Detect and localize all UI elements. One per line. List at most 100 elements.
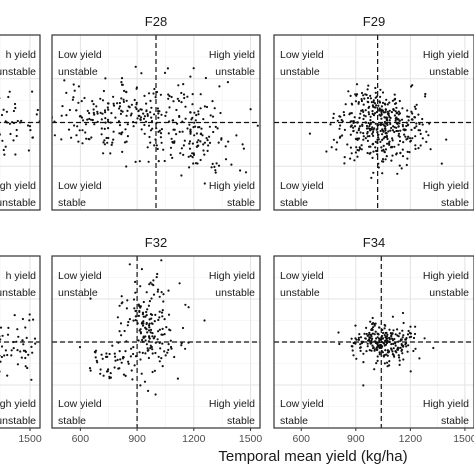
data-point xyxy=(395,129,398,133)
data-point xyxy=(421,137,424,140)
data-point xyxy=(372,150,375,153)
data-point xyxy=(398,164,401,167)
data-point xyxy=(356,148,359,152)
data-point xyxy=(393,145,396,148)
data-point xyxy=(414,325,417,328)
data-point xyxy=(208,135,211,138)
data-point xyxy=(354,342,357,345)
data-point xyxy=(202,118,205,121)
data-point xyxy=(230,163,233,166)
data-point xyxy=(377,104,380,107)
data-point xyxy=(355,146,358,149)
data-point xyxy=(382,148,385,151)
data-point xyxy=(347,90,350,93)
data-point xyxy=(369,115,372,118)
data-point xyxy=(364,109,367,112)
data-point xyxy=(163,333,166,336)
data-point xyxy=(187,306,190,309)
data-point xyxy=(158,316,161,319)
data-point xyxy=(389,116,392,120)
data-point xyxy=(366,135,369,138)
data-point xyxy=(398,112,402,115)
data-point xyxy=(33,337,37,340)
data-point xyxy=(384,129,387,132)
data-point xyxy=(145,327,148,330)
quadrant-label-partial-top: h yield xyxy=(6,49,37,61)
data-point xyxy=(366,88,369,91)
data-point xyxy=(151,348,154,351)
data-point xyxy=(401,329,404,332)
data-point xyxy=(147,92,151,95)
data-point xyxy=(362,138,365,141)
data-point xyxy=(200,127,203,130)
data-point xyxy=(391,339,395,342)
data-point xyxy=(383,362,386,365)
data-point xyxy=(406,157,409,160)
data-point xyxy=(375,346,378,350)
x-tick-label: 600 xyxy=(72,433,90,445)
data-point xyxy=(31,318,35,321)
data-point xyxy=(130,369,133,372)
data-point xyxy=(104,77,107,80)
data-point xyxy=(388,119,391,122)
data-point xyxy=(1,334,4,337)
panel-border xyxy=(51,255,261,429)
data-point xyxy=(100,353,103,356)
data-point xyxy=(116,358,119,361)
data-point xyxy=(367,113,371,116)
data-point xyxy=(409,325,412,328)
data-point xyxy=(91,118,94,122)
data-point xyxy=(360,148,363,151)
data-point xyxy=(393,93,396,96)
quadrant-label-partial-bottom: High yield xyxy=(0,180,36,192)
data-point xyxy=(419,144,422,147)
data-point xyxy=(177,99,181,102)
data-point xyxy=(371,328,374,331)
data-point xyxy=(146,113,149,116)
data-point xyxy=(368,145,371,148)
data-point xyxy=(357,338,360,341)
data-point xyxy=(384,158,387,161)
data-point xyxy=(371,156,374,159)
data-point xyxy=(362,117,365,121)
data-point xyxy=(159,136,162,139)
data-point xyxy=(398,359,401,362)
data-point xyxy=(147,389,150,392)
data-point xyxy=(358,333,361,336)
data-point xyxy=(169,153,172,156)
data-point xyxy=(367,338,371,341)
data-point xyxy=(397,354,400,357)
data-point xyxy=(199,107,202,110)
data-point xyxy=(206,139,209,142)
data-point xyxy=(342,111,345,114)
data-point xyxy=(388,143,391,146)
data-point xyxy=(99,97,102,100)
data-point xyxy=(139,108,142,111)
data-point xyxy=(396,118,399,121)
data-point xyxy=(203,141,206,144)
data-point xyxy=(2,148,5,152)
data-point xyxy=(169,146,173,149)
data-point xyxy=(188,140,192,143)
quadrant-label-high-stable: High yield xyxy=(423,180,469,192)
data-point xyxy=(406,109,409,112)
data-point xyxy=(355,357,358,360)
data-point xyxy=(36,108,39,112)
data-point xyxy=(80,100,83,103)
data-point xyxy=(137,314,140,317)
data-point xyxy=(381,158,385,161)
data-point xyxy=(3,153,6,156)
data-point xyxy=(125,165,128,168)
data-point xyxy=(125,307,128,310)
data-point xyxy=(329,123,332,126)
data-point xyxy=(402,321,405,325)
data-point xyxy=(372,114,376,117)
data-point xyxy=(189,132,192,135)
data-point xyxy=(372,347,375,350)
data-point xyxy=(371,316,374,320)
data-point xyxy=(396,172,399,175)
data-point xyxy=(359,343,362,346)
data-point xyxy=(427,134,430,137)
panel-f27: h yield unstable High yield unstable xyxy=(0,34,41,211)
data-point xyxy=(10,354,13,357)
